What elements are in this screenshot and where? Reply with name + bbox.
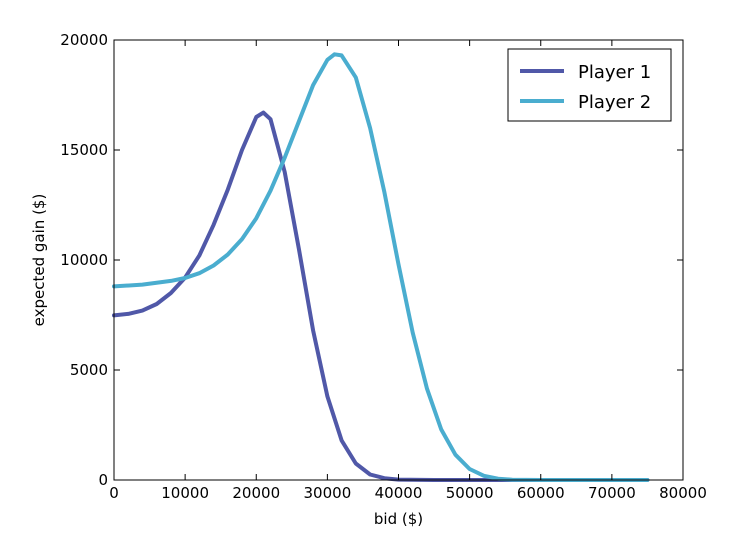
- y-tick-label: 20000: [60, 31, 108, 49]
- x-axis-label: bid ($): [374, 510, 423, 528]
- y-tick-label: 10000: [60, 251, 108, 269]
- axes-layer: 0 10000 20000 30000 40000 50000 60000 70000 8000…: [30, 31, 707, 528]
- x-tick-label: 30000: [304, 484, 352, 502]
- y-tick-label: 0: [98, 471, 108, 489]
- series-line-2: [112, 52, 650, 482]
- legend: Player 1 Player 2: [507, 48, 672, 122]
- x-tick-label: 0: [109, 484, 119, 502]
- x-tick-label: 70000: [588, 484, 636, 502]
- x-tick-label: 20000: [232, 484, 280, 502]
- y-tick-label: 15000: [60, 141, 108, 159]
- legend-box: [507, 48, 672, 122]
- legend-label-1: Player 1: [578, 62, 651, 83]
- x-tick-label: 50000: [446, 484, 494, 502]
- x-tick-label: 40000: [375, 484, 423, 502]
- y-axis-label: expected gain ($): [30, 194, 48, 327]
- x-tick-label: 60000: [517, 484, 565, 502]
- legend-label-2: Player 2: [578, 92, 651, 113]
- x-tick-label: 80000: [659, 484, 707, 502]
- x-tick-label: 10000: [161, 484, 209, 502]
- y-tick-label: 5000: [70, 361, 108, 379]
